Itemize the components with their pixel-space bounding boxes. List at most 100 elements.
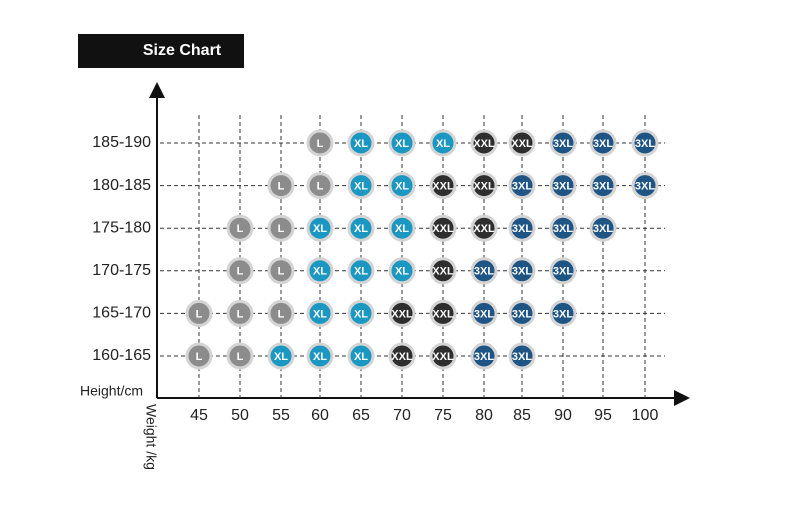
title-banner (78, 34, 244, 68)
y-tick-label: 180-185 (92, 177, 151, 194)
size-badge (429, 129, 457, 157)
x-tick-label: 85 (513, 407, 531, 424)
size-label: XXL (473, 138, 495, 150)
size-badge (470, 129, 498, 157)
size-label: 3XL (474, 351, 494, 363)
size-badge (429, 214, 457, 242)
size-label: 3XL (593, 181, 613, 193)
size-badge (631, 129, 659, 157)
size-badge (631, 172, 659, 200)
size-label: L (237, 266, 244, 278)
y-tick-label: 185-190 (92, 134, 151, 151)
size-label: XL (313, 308, 327, 320)
size-label: XXL (391, 351, 413, 363)
size-label: L (278, 308, 285, 320)
size-label: XL (313, 266, 327, 278)
size-badge (508, 342, 536, 370)
size-badge (267, 257, 295, 285)
size-badge (470, 299, 498, 327)
size-label: XL (354, 181, 368, 193)
size-label: XXL (432, 223, 454, 235)
size-label: XXL (391, 308, 413, 320)
size-badge (306, 172, 334, 200)
size-label: 3XL (593, 138, 613, 150)
size-label: 3XL (635, 181, 655, 193)
size-badge (549, 257, 577, 285)
size-badge (185, 342, 213, 370)
size-label: 3XL (512, 223, 532, 235)
size-badge (508, 129, 536, 157)
size-badge (549, 129, 577, 157)
size-label: L (278, 223, 285, 235)
size-badge (549, 172, 577, 200)
size-label: XL (395, 266, 409, 278)
size-badge (306, 129, 334, 157)
size-label: XL (354, 351, 368, 363)
size-badge (508, 299, 536, 327)
size-label: XL (313, 223, 327, 235)
size-badge (267, 172, 295, 200)
size-label: XL (313, 351, 327, 363)
y-axis-label: Height/cm (80, 383, 143, 399)
size-label: XXL (432, 351, 454, 363)
size-badge (226, 342, 254, 370)
size-label: L (237, 351, 244, 363)
size-badge (429, 257, 457, 285)
title: Size Chart (143, 42, 222, 59)
x-tick-label: 65 (352, 407, 370, 424)
size-badge (347, 257, 375, 285)
size-label: L (237, 223, 244, 235)
size-label: XL (354, 308, 368, 320)
x-tick-label: 70 (393, 407, 411, 424)
size-label: XXL (432, 181, 454, 193)
size-label: XL (274, 351, 288, 363)
size-label: XL (354, 138, 368, 150)
size-badge (470, 214, 498, 242)
size-label: 3XL (512, 181, 532, 193)
size-label: L (196, 351, 203, 363)
size-label: 3XL (512, 308, 532, 320)
size-label: 3XL (593, 223, 613, 235)
size-badge (306, 214, 334, 242)
size-badge (589, 172, 617, 200)
size-badge (508, 214, 536, 242)
size-label: L (278, 266, 285, 278)
size-label: 3XL (553, 181, 573, 193)
size-label: XL (395, 181, 409, 193)
size-badge (429, 299, 457, 327)
size-badge (589, 129, 617, 157)
size-label: XL (395, 223, 409, 235)
size-badge (347, 342, 375, 370)
size-badge (429, 342, 457, 370)
size-badge (549, 299, 577, 327)
y-tick-label: 160-165 (92, 347, 151, 364)
size-label: 3XL (512, 266, 532, 278)
size-badge (429, 172, 457, 200)
size-badge (388, 129, 416, 157)
size-label: 3XL (635, 138, 655, 150)
size-label: 3XL (553, 266, 573, 278)
size-badge (388, 299, 416, 327)
size-label: L (237, 308, 244, 320)
size-badge (267, 299, 295, 327)
size-badge (185, 299, 213, 327)
y-tick-label: 165-170 (92, 305, 151, 322)
size-badge (589, 214, 617, 242)
size-badge (226, 257, 254, 285)
size-badge (549, 214, 577, 242)
size-badge (347, 214, 375, 242)
x-tick-label: 55 (272, 407, 290, 424)
size-badge (306, 342, 334, 370)
size-label: 3XL (512, 351, 532, 363)
size-label: 3XL (553, 138, 573, 150)
size-badge (306, 299, 334, 327)
size-badge (347, 299, 375, 327)
x-tick-label: 100 (632, 407, 659, 424)
size-label: XL (395, 138, 409, 150)
size-label: L (317, 181, 324, 193)
size-label: XXL (432, 266, 454, 278)
size-badge (470, 342, 498, 370)
cells: L XL XL XL XXL XXL 3XL 3XL 3XL L L XL XL XXL XXL 3XL 3XL… (185, 129, 659, 370)
size-badge (388, 172, 416, 200)
